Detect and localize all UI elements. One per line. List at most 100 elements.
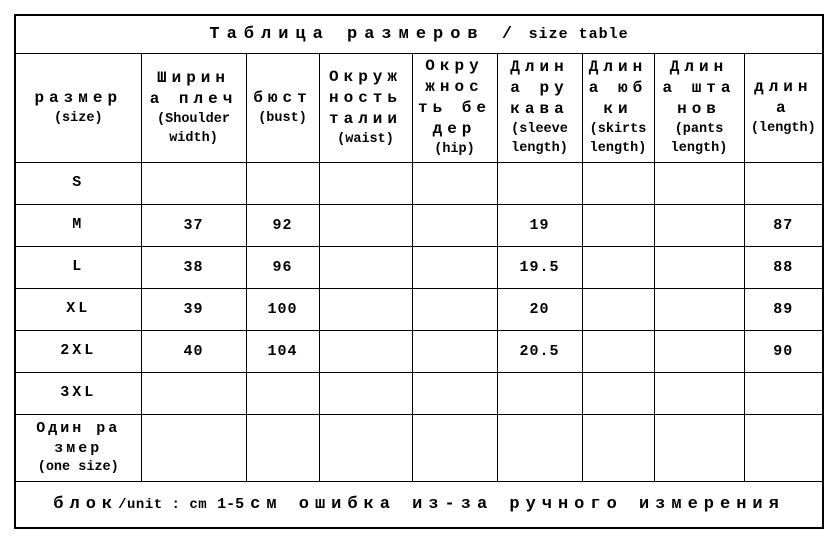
- data-cell: [245, 161, 320, 205]
- size-label: 3XL: [14, 371, 142, 415]
- col-header-sleeve-length: Длин а ру кава (sleeve length): [496, 52, 583, 163]
- data-cell: [581, 413, 655, 482]
- data-cell: 40: [140, 329, 247, 373]
- data-cell: [411, 161, 498, 205]
- data-cell: [318, 413, 413, 482]
- data-cell: 89: [743, 287, 824, 331]
- data-cell: [581, 287, 655, 331]
- table-row-s: S: [14, 161, 824, 205]
- col-header-shoulder-width-en: (Shoulder width): [157, 111, 230, 146]
- data-cell: [496, 161, 583, 205]
- table-title-ru: Таблица размеров /: [209, 24, 520, 44]
- data-cell: [411, 329, 498, 373]
- data-cell: [581, 161, 655, 205]
- data-cell: 87: [743, 203, 824, 247]
- data-cell: [318, 245, 413, 289]
- table-title: Таблица размеров / size table: [14, 14, 824, 54]
- col-header-hip-ru: Окру жнос ть бе дер: [417, 57, 491, 138]
- size-label: Один ра змер (one size): [14, 413, 142, 482]
- data-cell: [318, 161, 413, 205]
- size-label-en: (one size): [37, 459, 119, 475]
- col-header-size-en: (size): [53, 110, 103, 126]
- data-cell: [411, 371, 498, 415]
- data-cell: [411, 287, 498, 331]
- size-label-text: L: [72, 258, 85, 275]
- data-cell: [496, 413, 583, 482]
- col-header-size-ru: размер: [34, 88, 123, 107]
- col-header-length: длин а (length): [743, 52, 824, 163]
- col-header-sleeve-length-ru: Длин а ру кава: [510, 58, 569, 118]
- col-header-bust: бюст (bust): [245, 52, 320, 163]
- data-cell: [653, 287, 745, 331]
- size-label-text: S: [72, 174, 85, 191]
- col-header-hip-en: (hip): [434, 142, 475, 157]
- data-cell: [318, 371, 413, 415]
- footer-error-range: 1-5: [217, 495, 245, 513]
- col-header-skirts-length-ru: Длин а юб ки: [588, 58, 648, 118]
- size-label: XL: [14, 287, 142, 331]
- table-row-one-size: Один ра змер (one size): [14, 413, 824, 482]
- col-header-size: размер (size): [14, 52, 142, 163]
- col-header-bust-ru: бюст: [253, 88, 312, 107]
- col-header-waist-en: (waist): [337, 131, 394, 147]
- data-cell: 20: [496, 287, 583, 331]
- size-label: M: [14, 203, 142, 247]
- table-row-xl: XL 39 100 20 89: [14, 287, 824, 331]
- col-header-length-en: (length): [750, 121, 816, 136]
- data-cell: [318, 287, 413, 331]
- col-header-waist: Окруж ность талии (waist): [318, 52, 413, 163]
- table-title-en: size table: [528, 25, 629, 43]
- data-cell: [496, 371, 583, 415]
- size-label-text: XL: [66, 300, 91, 317]
- data-cell: [245, 413, 320, 482]
- data-cell: 88: [743, 245, 824, 289]
- col-header-shoulder-width-ru: Ширин а плеч: [149, 68, 238, 108]
- col-header-sleeve-length-en: (sleeve length): [511, 122, 568, 156]
- data-cell: [245, 371, 320, 415]
- table-row-2xl: 2XL 40 104 20.5 90: [14, 329, 824, 373]
- data-cell: [653, 413, 745, 482]
- table-row-l: L 38 96 19.5 88: [14, 245, 824, 289]
- size-label-text: M: [72, 216, 85, 233]
- data-cell: [653, 203, 745, 247]
- data-cell: [581, 371, 655, 415]
- title-row: Таблица размеров / size table: [14, 14, 824, 54]
- col-header-pants-length-en: (pants length): [670, 122, 728, 156]
- data-cell: [653, 371, 745, 415]
- data-cell: [411, 203, 498, 247]
- size-table: Таблица размеров / size table размер (si…: [14, 14, 825, 529]
- data-cell: [140, 413, 247, 482]
- data-cell: [411, 245, 498, 289]
- size-label-text: Один ра змер: [36, 419, 121, 457]
- data-cell: [411, 413, 498, 482]
- col-header-length-ru: длин а: [754, 78, 813, 117]
- data-cell: [653, 245, 745, 289]
- data-cell: [140, 371, 247, 415]
- table-row-3xl: 3XL: [14, 371, 824, 415]
- data-cell: 96: [245, 245, 320, 289]
- col-header-skirts-length: Длин а юб ки (skirts length): [581, 52, 655, 163]
- data-cell: [581, 245, 655, 289]
- data-cell: 38: [140, 245, 247, 289]
- col-header-skirts-length-en: (skirts length): [589, 122, 647, 156]
- table-footer: блок/unit : cm 1-5 см ошибка из-за ручного…: [14, 480, 824, 529]
- size-label-text: 2XL: [60, 342, 97, 359]
- data-cell: 19.5: [496, 245, 583, 289]
- data-cell: 19: [496, 203, 583, 247]
- size-label: S: [14, 161, 142, 205]
- data-cell: [743, 413, 824, 482]
- data-cell: [581, 329, 655, 373]
- data-cell: [318, 203, 413, 247]
- footer-note-ru: см ошибка из-за ручного измерения: [250, 494, 785, 514]
- data-cell: 39: [140, 287, 247, 331]
- data-cell: 20.5: [496, 329, 583, 373]
- footer-row: блок/unit : cm 1-5 см ошибка из-за ручного…: [14, 480, 824, 529]
- data-cell: [653, 161, 745, 205]
- col-header-hip: Окру жнос ть бе дер (hip): [411, 52, 498, 163]
- data-cell: 37: [140, 203, 247, 247]
- footer-unit-ru: блок: [53, 494, 119, 514]
- data-cell: 90: [743, 329, 824, 373]
- data-cell: [140, 161, 247, 205]
- data-cell: [318, 329, 413, 373]
- size-label: 2XL: [14, 329, 142, 373]
